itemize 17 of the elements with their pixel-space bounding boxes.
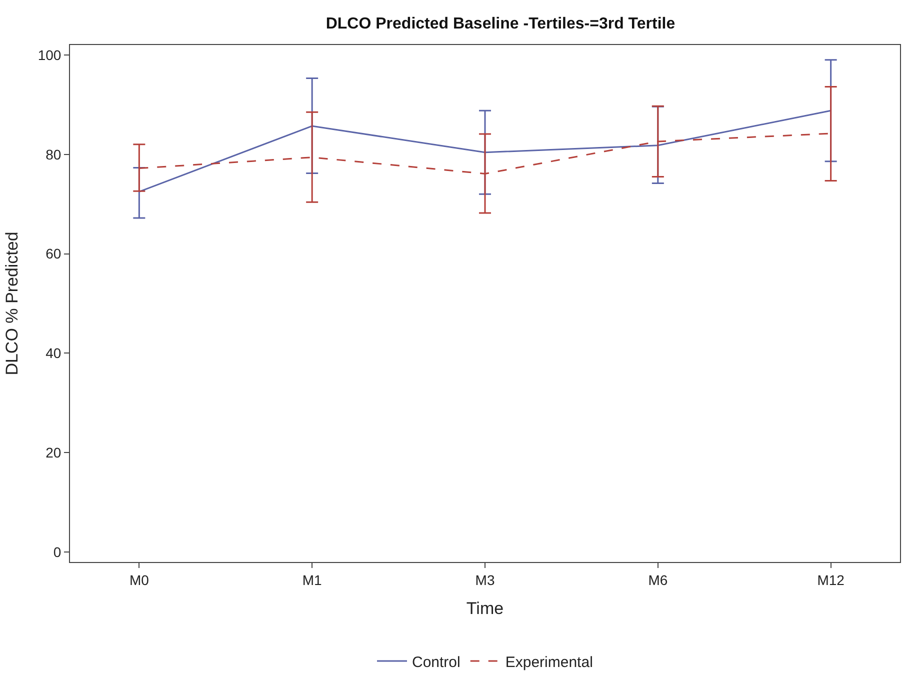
y-tick-label: 40: [46, 345, 62, 362]
chart-title: DLCO Predicted Baseline -Tertiles-=3rd Tertile: [326, 15, 676, 32]
y-tick-label: 0: [53, 544, 62, 560]
legend-label: Control: [412, 654, 460, 671]
x-tick-label: M0: [129, 572, 150, 588]
y-axis-title: DLCO % Predicted: [2, 232, 22, 376]
x-tick-label: M12: [817, 572, 845, 588]
x-tick-label: M3: [475, 572, 495, 588]
line-series: [138, 110, 832, 192]
legend-label: Experimental: [505, 654, 593, 671]
y-tick-label: 80: [46, 146, 62, 162]
y-tick-label: 60: [46, 246, 62, 262]
x-tick-label: M6: [648, 572, 668, 588]
x-axis-title: Time: [466, 599, 504, 618]
y-tick-label: 20: [46, 444, 62, 461]
x-tick-label: M1: [302, 572, 322, 588]
y-tick-label: 100: [38, 46, 62, 63]
